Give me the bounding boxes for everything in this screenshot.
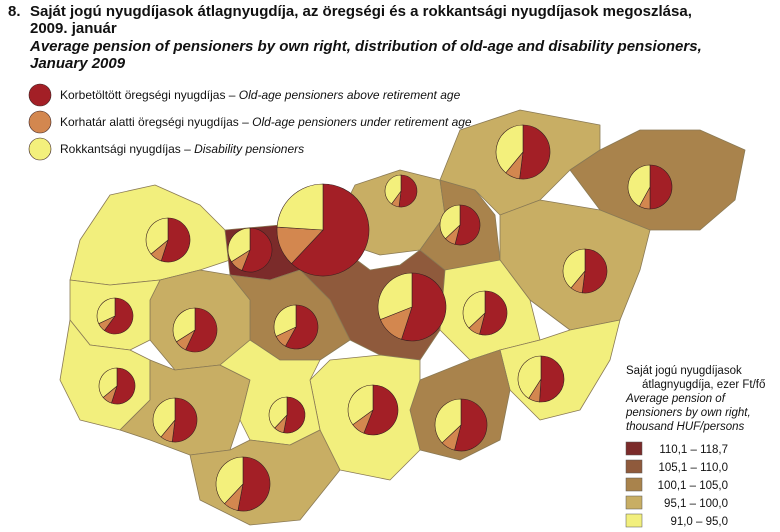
- class-label: 95,1 – 100,0: [664, 498, 728, 510]
- pie-slice: [454, 204, 481, 246]
- pie-slice: [237, 456, 271, 512]
- pie-slice: [495, 124, 524, 174]
- class-label: 100,1 – 105,0: [658, 480, 728, 492]
- title-hu: Saját jogú nyugdíjasok átlagnyugdíja, az…: [30, 3, 692, 20]
- pie-slice: [283, 396, 306, 434]
- pie-slice: [291, 183, 370, 277]
- pies: [96, 124, 673, 512]
- class-legend-title: Average pension of: [625, 393, 727, 405]
- title-hu: 2009. január: [30, 20, 117, 37]
- pie-slice: [439, 204, 461, 240]
- pie-slice: [145, 217, 169, 255]
- pie-slice: [172, 307, 196, 343]
- pie-slice: [479, 290, 508, 336]
- legend-swatch: [28, 137, 52, 161]
- pie-slice: [276, 183, 324, 231]
- pie-slice: [581, 248, 608, 294]
- class-legend-title: thousand HUF/persons: [626, 421, 745, 433]
- title-en: Average pension of pensioners by own rig…: [29, 38, 702, 55]
- pie-slice: [462, 290, 486, 329]
- class-legend: Saját jogú nyugdíjasok átlagnyugdíja, eze…: [625, 365, 765, 528]
- pie-slice: [377, 272, 413, 320]
- legend-swatch: [28, 83, 52, 107]
- pie-slice: [649, 164, 673, 210]
- class-swatch: [625, 495, 643, 510]
- pie-slice: [519, 124, 551, 180]
- legend-hu: Korbetöltött öregségi nyugdíjas –: [60, 88, 239, 102]
- pie-slice: [398, 174, 418, 208]
- pie-slice: [347, 384, 374, 426]
- class-legend-title: pensioners by own right,: [625, 407, 751, 419]
- class-swatch: [625, 459, 643, 474]
- pie-slice: [434, 398, 462, 444]
- pie-slice: [539, 355, 565, 403]
- pie-slice: [241, 227, 273, 273]
- pie-slice: [268, 396, 288, 429]
- pie-slice: [517, 355, 542, 399]
- pie-slice: [273, 304, 297, 337]
- legend-label: Korhatár alatti öregségi nyugdíjas – Old…: [60, 115, 472, 129]
- class-swatch: [625, 477, 643, 492]
- class-legend-title: átlagnyugdíja, ezer Ft/fő: [642, 379, 765, 391]
- pie-slice: [627, 164, 651, 207]
- pie-slice: [384, 174, 402, 205]
- pie-slice: [185, 307, 218, 353]
- pie-legend: Korbetöltött öregségi nyugdíjas – Old-ag…: [28, 83, 472, 161]
- pie-slice: [171, 397, 198, 443]
- class-label: 110,1 – 118,7: [659, 444, 728, 456]
- pie-slice: [111, 367, 136, 405]
- pie-slice: [401, 272, 447, 342]
- legend-label: Korbetöltött öregségi nyugdíjas – Old-ag…: [60, 88, 461, 102]
- pie-slice: [284, 304, 319, 350]
- class-label: 105,1 – 110,0: [659, 462, 729, 474]
- pie-slice: [562, 248, 586, 289]
- pie-slice: [96, 297, 116, 325]
- class-swatch: [625, 441, 643, 456]
- legend-swatch: [28, 110, 52, 134]
- pie-slice: [454, 398, 488, 452]
- class-legend-title: Saját jogú nyugdíjasok: [626, 365, 742, 377]
- pie-slice: [227, 227, 251, 263]
- pie-slice: [363, 384, 399, 436]
- legend-hu: Korhatár alatti öregségi nyugdíjas –: [60, 115, 252, 129]
- legend-hu: Rokkantsági nyugdíjas –: [60, 142, 194, 156]
- pie-slice: [104, 297, 134, 335]
- title-en: January 2009: [30, 55, 126, 72]
- pie-slice: [215, 456, 244, 505]
- legend-en: Old-age pensioners under retirement age: [252, 115, 472, 129]
- pie-slice: [98, 367, 118, 398]
- legend-en: Disability pensioners: [194, 142, 304, 156]
- title-number: 8.: [8, 3, 21, 20]
- legend-label: Rokkantsági nyugdíjas – Disability pensi…: [60, 142, 304, 156]
- pie-slice: [160, 217, 191, 263]
- class-label: 91,0 – 95,0: [670, 516, 728, 528]
- class-swatch: [625, 513, 643, 528]
- legend-en: Old-age pensioners above retirement age: [239, 88, 461, 102]
- pie-slice: [152, 397, 176, 438]
